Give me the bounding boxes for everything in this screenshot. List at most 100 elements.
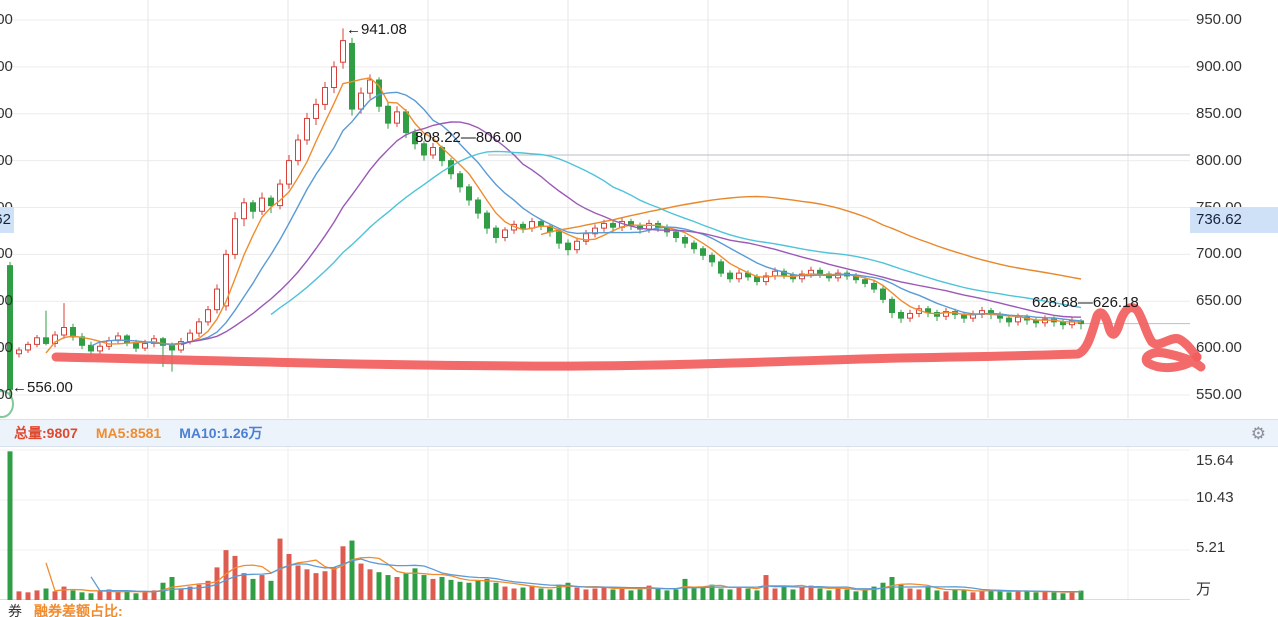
volume-bar xyxy=(16,591,22,600)
candle-body xyxy=(268,197,274,207)
volume-bar xyxy=(448,579,454,600)
volume-stats-labels: 总量:9807 MA5:8581 MA10:1.26万 xyxy=(14,420,262,446)
candle-body xyxy=(421,143,427,156)
candle-body xyxy=(763,275,769,283)
candle-body xyxy=(277,183,283,207)
candle-body xyxy=(412,132,418,145)
volume-bar xyxy=(511,588,517,600)
candle-body xyxy=(79,336,85,346)
price-annotation-peak: ←941.08 xyxy=(346,21,407,38)
volume-stats-bar: 总量:9807 MA5:8581 MA10:1.26万 ⚙ xyxy=(0,419,1278,447)
price-annotation-low: ←556.00 xyxy=(12,379,73,396)
candlestick-chart-canvas[interactable] xyxy=(0,0,1278,420)
candle-body xyxy=(331,66,337,88)
volume-bar xyxy=(673,589,679,600)
volume-bar xyxy=(331,567,337,600)
volume-bar xyxy=(250,578,256,600)
candle-body xyxy=(646,222,652,230)
volume-bar xyxy=(781,586,787,600)
candle-body xyxy=(367,79,373,94)
candle-body xyxy=(817,269,823,275)
candle-body xyxy=(1006,317,1012,323)
candle-body xyxy=(610,222,616,228)
candle-body xyxy=(583,233,589,242)
volume-chart-canvas[interactable] xyxy=(0,447,1278,601)
volume-axis-label: 万 xyxy=(1196,581,1212,598)
volume-bar xyxy=(880,582,886,600)
candle-body xyxy=(943,311,949,317)
volume-bar xyxy=(385,575,391,600)
volume-bar xyxy=(196,584,202,600)
volume-bar xyxy=(430,578,436,600)
price-axis-label-left-clipped: 950.00 xyxy=(0,11,13,28)
candle-body xyxy=(97,345,103,352)
candle-body xyxy=(430,147,436,156)
volume-bar xyxy=(88,593,94,600)
price-axis-label-left-clipped: 850.00 xyxy=(0,104,13,122)
candle-body xyxy=(322,87,328,105)
ma30-line xyxy=(270,150,1082,316)
price-axis-label: 900.00 xyxy=(1196,57,1242,75)
price-axis-label-left-clipped: 700.00 xyxy=(0,245,13,263)
volume-bar xyxy=(1078,590,1084,600)
candle-body xyxy=(124,335,130,343)
volume-bar xyxy=(1033,592,1039,600)
bottom-left-partial-text: 券 xyxy=(8,603,22,617)
candle-body xyxy=(682,237,688,244)
volume-bar xyxy=(106,589,112,600)
volume-bar xyxy=(439,576,445,600)
price-axis-label: 700.00 xyxy=(1196,245,1242,263)
candle-body xyxy=(52,334,58,344)
candle-body xyxy=(1042,318,1048,324)
volume-bar xyxy=(1006,592,1012,600)
volume-bar xyxy=(574,587,580,600)
volume-bar xyxy=(151,590,157,600)
volume-ma5-line xyxy=(45,556,1082,593)
candle-body xyxy=(142,342,148,349)
settings-gear-icon[interactable]: ⚙ xyxy=(1250,424,1266,443)
volume-bar xyxy=(547,589,553,600)
volume-axis-label: 15.64 xyxy=(1196,452,1234,469)
volume-ma10-line xyxy=(90,558,1082,593)
candle-body xyxy=(25,343,31,351)
volume-bar xyxy=(61,586,67,600)
volume-bar xyxy=(52,591,58,600)
price-axis-label-left-clipped: 900.00 xyxy=(0,57,13,75)
volume-bar xyxy=(565,582,571,600)
volume-bar xyxy=(664,590,670,600)
volume-bar xyxy=(295,565,301,600)
volume-bar xyxy=(961,590,967,600)
candle-body xyxy=(709,254,715,263)
candle-body xyxy=(259,197,265,212)
volume-bar xyxy=(403,573,409,600)
volume-bar xyxy=(376,572,382,600)
candle-body xyxy=(295,139,301,162)
volume-bar xyxy=(826,590,832,600)
volume-bar xyxy=(628,590,634,600)
candle-body xyxy=(223,253,229,307)
volume-bar xyxy=(115,592,121,600)
candle-body xyxy=(250,202,256,212)
candle-body xyxy=(907,312,913,319)
volume-bar xyxy=(97,591,103,600)
candle-body xyxy=(61,327,67,336)
volume-bar xyxy=(124,591,130,600)
volume-bar xyxy=(727,589,733,600)
candle-body xyxy=(475,199,481,214)
volume-bar xyxy=(970,592,976,600)
volume-bar xyxy=(421,575,427,600)
volume-bar xyxy=(286,553,292,600)
volume-bar xyxy=(187,586,193,600)
volume-stat: 总量:9807 xyxy=(14,425,78,441)
volume-bar xyxy=(655,588,661,600)
volume-bar xyxy=(619,587,625,600)
candle-body xyxy=(574,240,580,251)
candle-body xyxy=(727,272,733,280)
candle-body xyxy=(871,282,877,290)
volume-bar xyxy=(322,571,328,600)
volume-bar xyxy=(133,593,139,600)
candle-body xyxy=(340,40,346,63)
candle-body xyxy=(1015,316,1021,323)
volume-bar xyxy=(232,555,238,600)
